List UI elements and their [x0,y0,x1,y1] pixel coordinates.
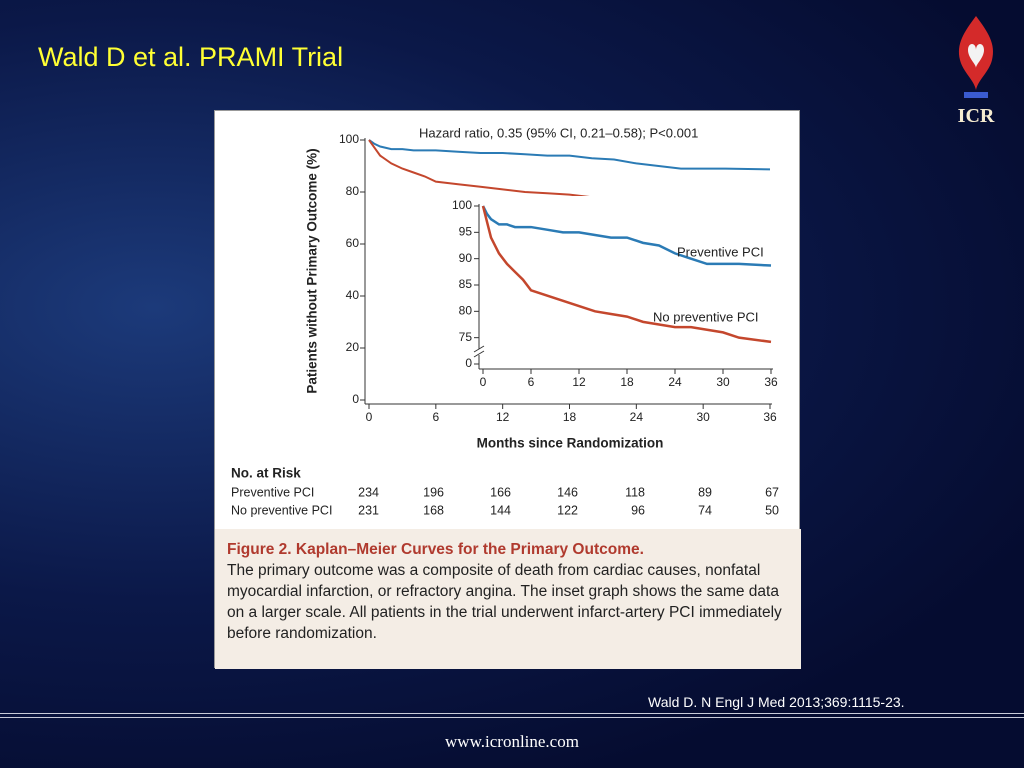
y-tick-label: 20 [346,340,360,354]
risk-count: 196 [423,485,444,499]
risk-row-label: No preventive PCI [231,503,332,517]
logo: ICR [958,16,995,127]
x-tick-label: 0 [366,410,373,424]
inset-bg [440,196,780,396]
y-axis-label: Patients without Primary Outcome (%) [305,148,320,393]
inset-x-tick-label: 36 [764,375,778,389]
x-tick-label: 18 [563,410,577,424]
risk-count: 168 [423,503,444,517]
inset-y-tick-label: 90 [459,251,473,265]
citation: Wald D. N Engl J Med 2013;369:1115-23. [648,694,905,710]
inset-x-tick-label: 12 [572,375,586,389]
inset-survival-curve [481,205,772,344]
inset-y-tick-label: 100 [452,198,472,212]
risk-count: 231 [358,503,379,517]
risk-count: 234 [358,485,379,499]
inset-y-tick-label: 80 [459,304,473,318]
y-tick-label: 0 [352,392,359,406]
x-tick-label: 36 [763,410,777,424]
inset-x-tick-label: 30 [716,375,730,389]
y-tick-label: 100 [339,132,359,146]
inset-y-tick-label: 95 [459,225,473,239]
inset-x-tick-label: 18 [620,375,634,389]
y-tick-label: 60 [346,236,360,250]
axis-break [473,345,485,353]
axis-break-gap [475,349,483,355]
risk-count: 89 [698,485,712,499]
caption-text: The primary outcome was a composite of d… [227,562,782,642]
footer: www.icronline.com [445,732,579,751]
inset-y-tick-label: 0 [465,356,472,370]
inset-y-tick-label: 85 [459,277,473,291]
risk-count: 122 [557,503,578,517]
x-tick-label: 12 [496,410,510,424]
inset-y-tick-label: 75 [459,330,473,344]
slide-title: Wald D et al. PRAMI Trial [38,42,344,72]
inset-x-tick-label: 0 [480,375,487,389]
inset-x-tick-label: 6 [528,375,535,389]
caption-label: Figure 2. Kaplan–Meier Curves for the Pr… [227,541,644,558]
series-label: Preventive PCI [677,244,764,259]
logo-text: ICR [958,105,995,127]
x-tick-label: 6 [432,410,439,424]
risk-count: 50 [765,503,779,517]
risk-count: 74 [698,503,712,517]
survival-curve [368,139,771,171]
x-tick-label: 30 [696,410,710,424]
y-tick-label: 80 [346,184,360,198]
risk-count: 166 [490,485,511,499]
x-tick-label: 24 [630,410,644,424]
x-axis-label: Months since Randomization [477,436,664,451]
axis-break [473,350,485,358]
risk-count: 96 [631,503,645,517]
risk-title: No. at Risk [231,466,301,481]
figure: 0 20 40 60 80 100 0 6 12 18 24 30 36 Months since Ran… [214,110,801,669]
risk-count: 118 [625,485,645,499]
risk-count: 144 [490,503,511,517]
inset-x-tick-label: 24 [668,375,682,389]
caption: Figure 2. Kaplan–Meier Curves for the Pr… [215,529,801,669]
inset-survival-curve [481,205,772,267]
rule [0,713,1024,714]
annotation: Hazard ratio, 0.35 (95% CI, 0.21–0.58); … [419,125,698,140]
y-tick-label: 40 [346,288,360,302]
risk-row-label: Preventive PCI [231,485,314,499]
rule [0,717,1024,718]
risk-count: 146 [557,485,578,499]
risk-count: 67 [765,485,779,499]
series-label: No preventive PCI [653,309,759,324]
